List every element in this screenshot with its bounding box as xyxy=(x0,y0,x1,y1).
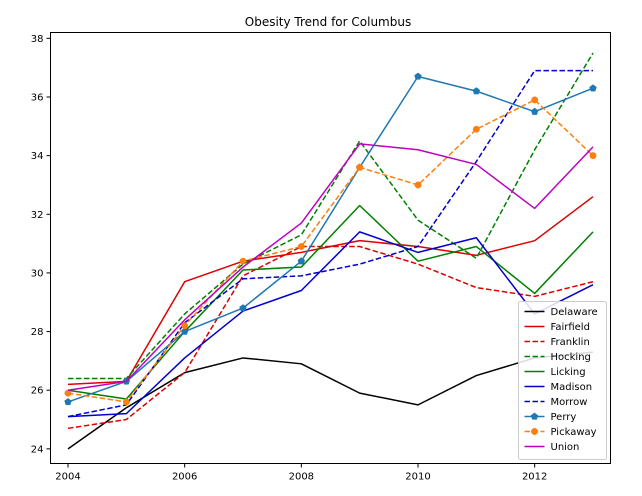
y-tick-label: 24 xyxy=(31,444,44,455)
series-hocking xyxy=(68,52,594,380)
series-line-hocking xyxy=(68,52,594,380)
legend-label-delaware: Delaware xyxy=(551,307,598,318)
x-tick-label: 2008 xyxy=(289,472,314,483)
legend-marker-perry xyxy=(530,412,539,420)
x-tick-label: 2004 xyxy=(55,472,80,483)
legend-entry-pickaway: Pickaway xyxy=(524,427,597,438)
legend-entry-perry: Perry xyxy=(524,412,577,423)
series-line-union xyxy=(67,143,594,391)
data-point-perry xyxy=(472,87,481,95)
series-franklin xyxy=(67,245,594,430)
series-line-pickaway xyxy=(67,99,594,403)
y-tick-label: 36 xyxy=(31,93,44,104)
series-licking xyxy=(67,204,594,400)
legend-label-morrow: Morrow xyxy=(551,397,588,408)
legend-label-union: Union xyxy=(551,442,580,453)
x-tick-label: 2010 xyxy=(405,472,430,483)
y-tick-label: 26 xyxy=(31,386,44,397)
series-layer xyxy=(64,52,597,450)
legend-entry-morrow: Morrow xyxy=(524,397,588,408)
data-point-pickaway xyxy=(589,152,597,160)
data-point-pickaway xyxy=(64,389,72,397)
y-axis: 24 26 28 30 32 34 36 38 xyxy=(31,34,51,455)
legend-entry-union: Union xyxy=(524,442,580,453)
series-line-morrow xyxy=(67,69,593,418)
series-line-perry xyxy=(67,75,594,403)
legend-label-franklin: Franklin xyxy=(551,337,590,348)
series-madison xyxy=(67,231,594,418)
data-point-perry xyxy=(180,327,189,335)
data-point-pickaway xyxy=(414,181,422,189)
legend-entry-hocking: Hocking xyxy=(524,352,591,363)
data-point-perry xyxy=(589,84,597,92)
y-tick-label: 30 xyxy=(31,268,44,279)
data-point-pickaway xyxy=(356,163,364,171)
y-tick-label: 34 xyxy=(31,151,44,162)
data-point-perry xyxy=(239,304,247,312)
legend-label-madison: Madison xyxy=(551,382,593,393)
legend-entry-fairfield: Fairfield xyxy=(524,322,590,333)
data-point-pickaway xyxy=(472,125,480,133)
series-pickaway xyxy=(64,96,597,406)
legend-marker-pickaway xyxy=(531,428,538,435)
series-line-franklin xyxy=(67,245,594,430)
legend-entry-licking: Licking xyxy=(524,367,586,378)
data-point-perry xyxy=(297,257,306,265)
x-axis: 2004 2006 2008 2010 2012 xyxy=(55,463,547,483)
series-union xyxy=(67,143,594,391)
y-tick-label: 38 xyxy=(31,34,44,45)
plot-frame xyxy=(50,32,611,464)
legend-entry-madison: Madison xyxy=(524,382,593,393)
legend-label-licking: Licking xyxy=(551,367,586,378)
y-tick-label: 32 xyxy=(31,210,44,221)
data-point-pickaway xyxy=(239,257,247,265)
series-line-licking xyxy=(67,204,594,400)
legend-entry-delaware: Delaware xyxy=(524,307,598,318)
data-point-perry xyxy=(530,107,539,115)
data-point-pickaway xyxy=(122,398,130,406)
legend-label-pickaway: Pickaway xyxy=(551,427,597,438)
series-morrow xyxy=(67,69,593,418)
data-point-perry xyxy=(414,72,422,80)
series-delaware xyxy=(67,351,594,450)
data-point-pickaway xyxy=(531,96,539,104)
series-line-delaware xyxy=(67,351,594,450)
legend-label-hocking: Hocking xyxy=(551,352,591,363)
legend-label-perry: Perry xyxy=(551,412,577,423)
x-tick-label: 2012 xyxy=(522,472,547,483)
x-tick-label: 2006 xyxy=(172,472,197,483)
data-point-pickaway xyxy=(181,322,189,330)
data-point-perry xyxy=(64,398,72,406)
legend-entry-franklin: Franklin xyxy=(524,337,590,348)
series-line-madison xyxy=(67,231,594,418)
y-tick-label: 28 xyxy=(31,327,44,338)
legend-label-fairfield: Fairfield xyxy=(551,322,590,333)
plot-background xyxy=(50,32,611,464)
data-point-pickaway xyxy=(297,243,305,250)
legend: Delaware Fairfield Franklin Hocking Licking M… xyxy=(518,301,607,460)
chart-title: Obesity Trend for Columbus xyxy=(245,15,411,29)
